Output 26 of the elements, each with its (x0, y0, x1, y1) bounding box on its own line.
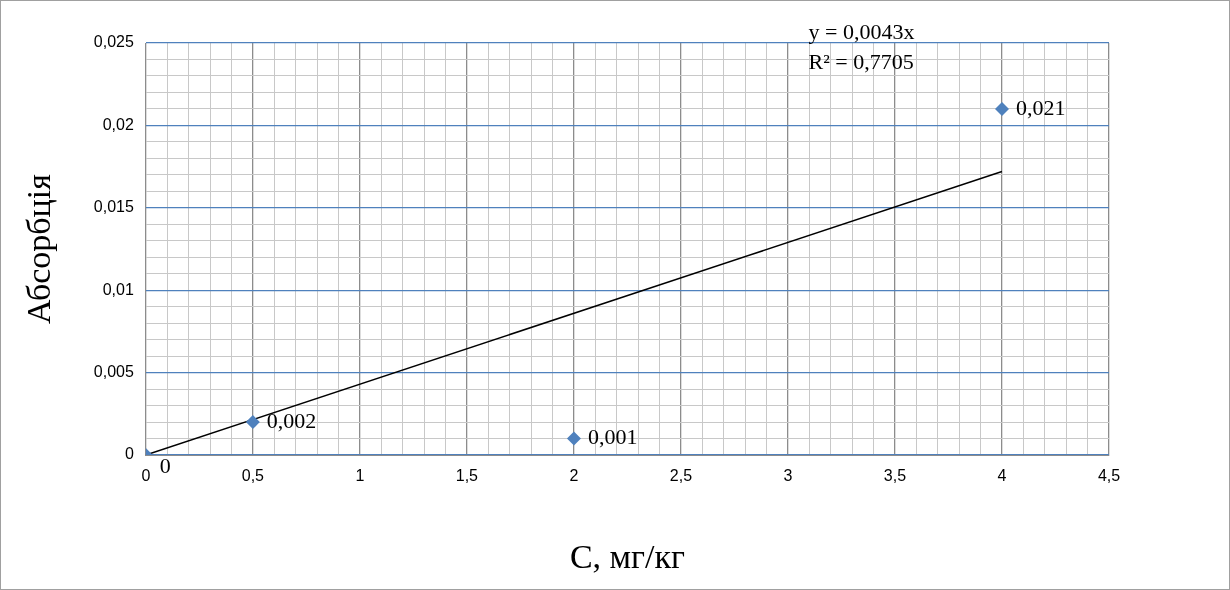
x-tick-label: 3 (783, 467, 793, 485)
point (994, 101, 1009, 116)
x-tick-label: 4 (997, 467, 1007, 485)
x-axis-title: С, мг/кг (569, 537, 685, 575)
y-axis-title: Абсорбція (20, 173, 58, 324)
x-tick-label: 2,5 (669, 467, 693, 485)
annotation: y = 0,0043x (808, 18, 915, 44)
x-tick-label: 4,5 (1097, 467, 1121, 485)
y-tick-label: 0,025 (93, 33, 134, 51)
data-label: 0,002 (266, 407, 317, 433)
point (245, 415, 260, 430)
x-tick-label: 1 (355, 467, 365, 485)
y-tick-label: 0,005 (93, 363, 134, 381)
data-label: 0,021 (1015, 94, 1066, 120)
y-tick-label: 0,015 (93, 198, 134, 216)
x-tick-label: 1,5 (455, 467, 479, 485)
y-tick-label: 0 (124, 445, 134, 463)
annotation: R² = 0,7705 (808, 48, 914, 74)
x-tick-label: 0,5 (241, 467, 265, 485)
x-tick-label: 2 (569, 467, 579, 485)
data-label: 0,001 (587, 424, 638, 450)
y-tick-label: 0,01 (102, 280, 134, 298)
x-tick-label: 3,5 (883, 467, 907, 485)
y-tick-label: 0,02 (102, 115, 134, 133)
x-tick-label: 0 (141, 467, 151, 485)
point (566, 431, 581, 446)
